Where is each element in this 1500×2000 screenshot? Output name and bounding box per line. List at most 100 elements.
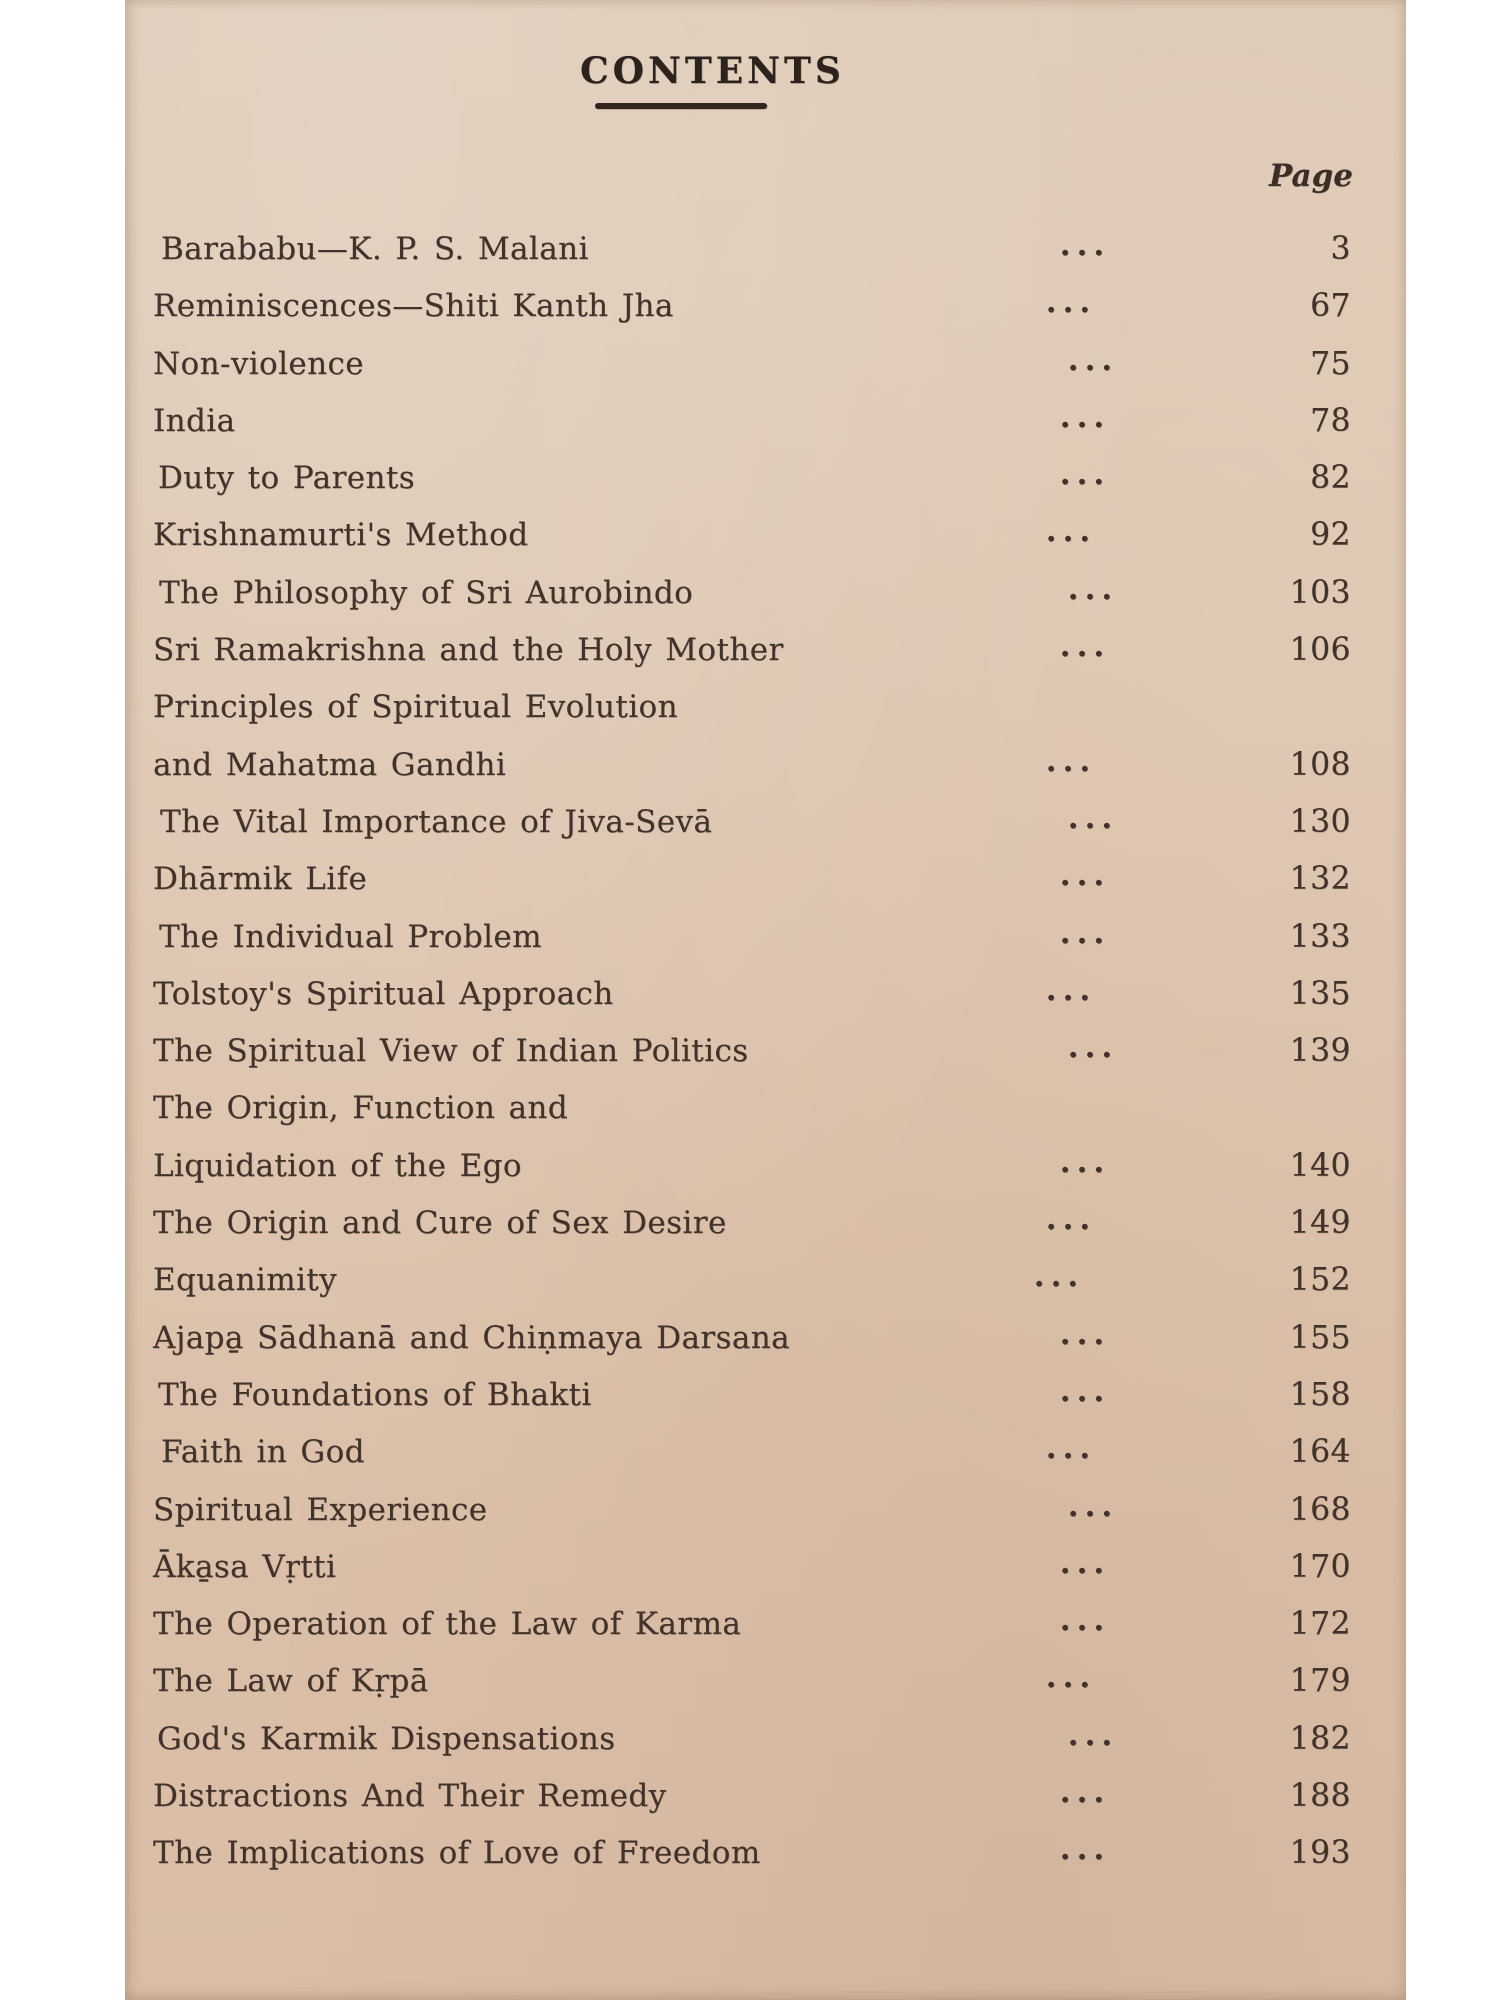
toc-entry-page: 103 [1289, 574, 1351, 611]
toc-entry-page: 168 [1289, 1491, 1351, 1528]
dot-leader: ... [1045, 513, 1097, 550]
dot-leader: ... [1045, 1659, 1097, 1696]
toc-entry-title: Tolstoy's Spiritual Approach [153, 975, 614, 1012]
toc-entry-title: Spiritual Experience [153, 1491, 488, 1528]
toc-entry-title: The Origin and Cure of Sex Desire [153, 1205, 727, 1242]
toc-row: The Implications of Love of Freedom ... … [125, 1829, 1406, 1886]
dot-leader: ... [1067, 1487, 1119, 1524]
dot-leader: ... [1059, 914, 1111, 951]
toc-row: Dhārmik Life ... 132 [125, 855, 1406, 912]
toc-entry-title: The Operation of the Law of Karma [153, 1606, 742, 1643]
toc-entry-title: The Vital Importance of Jiva-Sevā [160, 803, 713, 840]
toc-entry-page: 179 [1289, 1663, 1351, 1700]
dot-leader: ... [1059, 456, 1111, 493]
dot-leader: ... [1045, 971, 1097, 1008]
toc-row: Distractions And Their Remedy ... 188 [125, 1772, 1406, 1829]
toc-entry-title: The Foundations of Bhakti [158, 1376, 592, 1413]
toc-entry-page: 135 [1289, 975, 1351, 1012]
toc-entry-title: Distractions And Their Remedy [153, 1778, 667, 1815]
dot-leader: ... [1059, 227, 1111, 263]
toc-entry-title: Equanimity [153, 1262, 338, 1299]
dot-leader: ... [1067, 799, 1119, 836]
toc-entry-page: 188 [1289, 1778, 1351, 1815]
toc-row: Barababu—K. P. S. Malani ... 3 [125, 225, 1406, 282]
dot-leader: ... [1045, 1201, 1097, 1238]
toc-entry-page: 139 [1289, 1033, 1351, 1070]
toc-entry-page: 140 [1289, 1147, 1351, 1184]
dot-leader: ... [1059, 398, 1111, 435]
toc-entry-title: Reminiscences—Shiti Kanth Jha [153, 288, 674, 325]
toc-entry-title: Principles of Spiritual Evolution [153, 689, 678, 726]
toc-entry-page: 92 [1310, 517, 1351, 554]
toc-entry-page: 106 [1289, 632, 1351, 669]
dot-leader: ... [1067, 1029, 1119, 1066]
heading-underline [595, 103, 767, 109]
dot-leader: ... [1059, 1831, 1111, 1868]
toc-entry-title: Krishnamurti's Method [153, 517, 529, 554]
dot-leader: ... [1067, 570, 1119, 607]
toc-row: The Law of Kṛpā ... 179 [125, 1657, 1406, 1714]
toc-row: India ... 78 [125, 397, 1406, 454]
dot-leader: ... [1067, 1716, 1119, 1753]
toc-row: Spiritual Experience ... 168 [125, 1486, 1406, 1543]
toc-row: Reminiscences—Shiti Kanth Jha ... 67 [125, 282, 1406, 339]
dot-leader: ... [1045, 742, 1097, 779]
toc-entry-page: 193 [1289, 1835, 1351, 1872]
toc-row: The Individual Problem ... 133 [125, 913, 1406, 970]
toc-row: The Origin and Cure of Sex Desire ... 14… [125, 1199, 1406, 1256]
toc-entry-title: The Origin, Function and [153, 1090, 568, 1127]
dot-leader: ... [1059, 1315, 1111, 1352]
toc-entry-page: 130 [1289, 803, 1351, 840]
toc-entry-page: 182 [1289, 1720, 1351, 1757]
toc-entry-page: 78 [1310, 402, 1351, 439]
toc-row: Non-violence ... 75 [125, 340, 1406, 397]
scanned-book-page: CONTENTS Page Barababu—K. P. S. Malani .… [125, 0, 1406, 2000]
toc-row: God's Karmik Dispensations ... 182 [125, 1715, 1406, 1772]
toc-entry-page: 155 [1289, 1319, 1351, 1356]
toc-entry-title: The Spiritual View of Indian Politics [153, 1033, 749, 1070]
dot-leader: ... [1059, 1143, 1111, 1180]
dot-leader: ... [1059, 857, 1111, 894]
toc-row: and Mahatma Gandhi ... 108 [125, 741, 1406, 798]
contents-heading: CONTENTS [580, 50, 845, 92]
toc-row: Krishnamurti's Method ... 92 [125, 511, 1406, 568]
page-column-header: Page [1269, 158, 1353, 194]
dot-leader: ... [1059, 1544, 1111, 1581]
toc-row: Faith in God ... 164 [125, 1428, 1406, 1485]
toc-entry-title: Sri Ramakrishna and the Holy Mother [153, 632, 784, 669]
toc-row: Sri Ramakrishna and the Holy Mother ... … [125, 626, 1406, 683]
dot-leader: ... [1059, 1602, 1111, 1639]
toc-entry-title: Duty to Parents [158, 460, 416, 497]
toc-entry-title: Faith in God [161, 1434, 365, 1471]
toc-entry-title: The Individual Problem [159, 918, 542, 955]
toc-row: The Operation of the Law of Karma ... 17… [125, 1600, 1406, 1657]
toc-entry-page: 170 [1289, 1548, 1351, 1585]
dot-leader: ... [1033, 1258, 1085, 1295]
toc-list: Barababu—K. P. S. Malani ... 3 Reminisce… [125, 225, 1406, 1887]
dot-leader: ... [1045, 284, 1097, 321]
toc-entry-title: The Implications of Love of Freedom [153, 1835, 761, 1872]
toc-entry-page: 133 [1289, 918, 1351, 955]
dot-leader: ... [1059, 628, 1111, 665]
dot-leader: ... [1059, 1774, 1111, 1811]
toc-row: Tolstoy's Spiritual Approach ... 135 [125, 970, 1406, 1027]
toc-entry-page: 82 [1310, 460, 1351, 497]
toc-row: The Vital Importance of Jiva-Sevā ... 13… [125, 798, 1406, 855]
toc-entry-title: India [153, 402, 236, 439]
toc-row: Ajapa̱ Sādhanā and Chiṇmaya Darsana ... … [125, 1314, 1406, 1371]
toc-row: Equanimity ... 152 [125, 1256, 1406, 1313]
toc-entry-page: 172 [1289, 1606, 1351, 1643]
toc-entry-page: 132 [1289, 861, 1351, 898]
toc-entry-title: The Philosophy of Sri Aurobindo [159, 574, 694, 611]
toc-entry-title: Non-violence [153, 345, 365, 382]
toc-row: Āka̱sa Vṛtti ... 170 [125, 1543, 1406, 1600]
toc-entry-page: 3 [1330, 231, 1351, 267]
toc-entry-page: 75 [1310, 345, 1351, 382]
dot-leader: ... [1067, 341, 1119, 378]
dot-leader: ... [1059, 1372, 1111, 1409]
toc-entry-title: The Law of Kṛpā [153, 1663, 429, 1700]
toc-entry-page: 152 [1289, 1262, 1351, 1299]
toc-entry-page: 158 [1289, 1376, 1351, 1413]
toc-row: The Foundations of Bhakti ... 158 [125, 1371, 1406, 1428]
toc-entry-title: Dhārmik Life [153, 861, 368, 898]
